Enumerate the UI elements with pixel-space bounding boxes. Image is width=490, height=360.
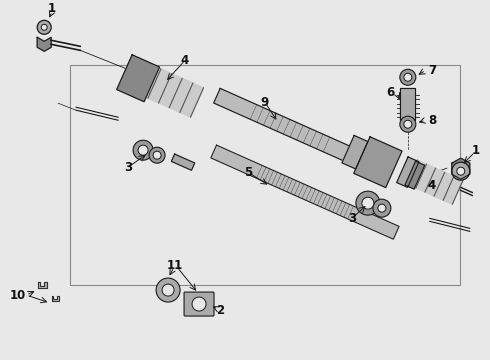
Circle shape [37,20,51,34]
Circle shape [149,147,165,163]
Circle shape [400,116,416,132]
Polygon shape [407,160,463,204]
Polygon shape [405,161,425,189]
Circle shape [404,120,412,128]
Circle shape [133,140,153,160]
Text: 4: 4 [181,54,189,67]
Circle shape [400,69,416,85]
Text: 3: 3 [348,212,356,225]
Circle shape [138,145,148,155]
Text: 7: 7 [428,64,436,77]
Text: 9: 9 [261,96,269,109]
Text: 11: 11 [167,258,183,271]
Circle shape [156,278,180,302]
Polygon shape [126,59,203,117]
Circle shape [457,167,465,175]
Polygon shape [38,282,47,288]
Circle shape [452,162,470,180]
Polygon shape [117,55,160,102]
Circle shape [404,73,412,81]
Circle shape [153,151,161,159]
Text: 4: 4 [428,179,436,192]
Polygon shape [452,158,470,179]
Polygon shape [214,89,366,168]
Circle shape [378,204,386,212]
Circle shape [162,284,174,296]
Text: 1: 1 [48,2,56,15]
Polygon shape [397,157,419,188]
Circle shape [362,197,374,209]
Circle shape [41,24,47,30]
FancyBboxPatch shape [184,292,214,316]
Text: 5: 5 [244,166,252,179]
Text: 3: 3 [124,161,132,174]
Polygon shape [400,88,416,120]
Circle shape [356,191,380,215]
Polygon shape [342,135,368,169]
Polygon shape [211,145,399,239]
Text: 8: 8 [428,114,436,127]
Text: 2: 2 [216,303,224,316]
Text: 6: 6 [387,86,395,99]
Polygon shape [172,154,195,170]
Polygon shape [51,296,59,301]
Bar [70,65,460,285]
Circle shape [192,297,206,311]
Polygon shape [37,37,51,51]
Circle shape [373,199,391,217]
Text: 10: 10 [10,289,26,302]
Polygon shape [354,137,402,188]
Text: 1: 1 [472,144,480,157]
